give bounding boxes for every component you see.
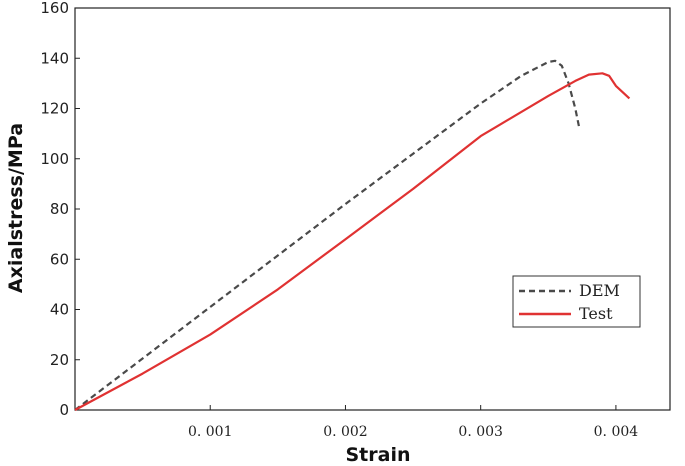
y-axis-ticks: 0 20 40 60 80 100 120 140 160: [40, 0, 80, 419]
y-tick-label: 40: [50, 301, 69, 319]
legend: DEM Test: [512, 275, 641, 328]
y-axis-title: Axialstress/MPa: [5, 123, 27, 293]
series-line-dem: [74, 59, 581, 411]
series-layer: [74, 59, 631, 411]
x-tick-label: 0. 004: [594, 424, 639, 440]
y-tick-label: 100: [40, 150, 69, 168]
series-line-test: [74, 72, 631, 411]
y-tick-label: 0: [59, 401, 69, 419]
y-tick-label: 160: [40, 0, 69, 17]
legend-label-dem: DEM: [579, 281, 620, 300]
y-tick-label: 60: [50, 250, 69, 268]
plot-frame: [74, 7, 671, 411]
x-tick-label: 0. 001: [188, 424, 233, 440]
y-tick-label: 80: [50, 200, 69, 218]
x-tick-label: 0. 002: [323, 424, 368, 440]
plot-area: [74, 7, 671, 411]
x-axis-ticks: 0. 001 0. 002 0. 003 0. 004: [188, 405, 638, 440]
x-tick-label: 0. 003: [458, 424, 503, 440]
y-tick-label: 140: [40, 49, 69, 67]
y-tick-label: 120: [40, 100, 69, 118]
y-tick-label: 20: [50, 351, 69, 369]
x-axis-title: Strain: [346, 444, 411, 466]
legend-box: [512, 275, 641, 328]
legend-label-test: Test: [579, 304, 613, 323]
